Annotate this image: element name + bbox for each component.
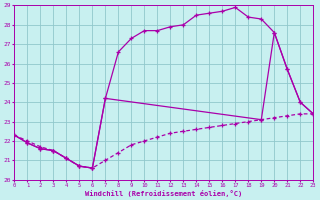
- X-axis label: Windchill (Refroidissement éolien,°C): Windchill (Refroidissement éolien,°C): [85, 190, 243, 197]
